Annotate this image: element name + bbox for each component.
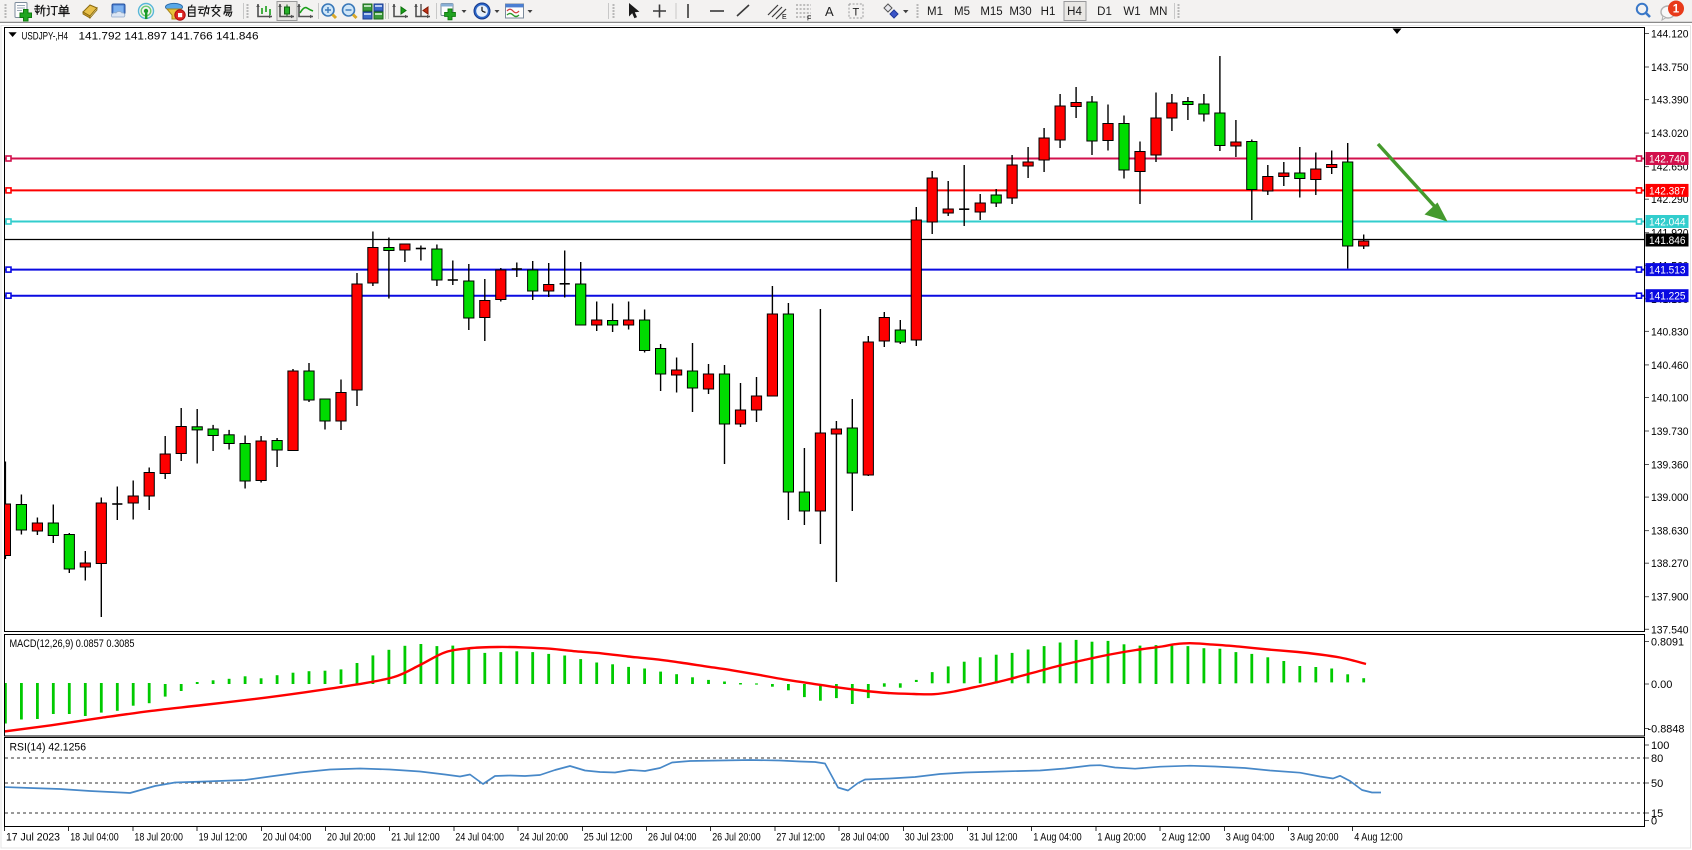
svg-text:25 Jul 12:00: 25 Jul 12:00 bbox=[584, 832, 633, 844]
svg-text:4 Aug 12:00: 4 Aug 12:00 bbox=[1354, 832, 1403, 844]
svg-text:W1: W1 bbox=[1123, 6, 1140, 18]
svg-text:144.120: 144.120 bbox=[1651, 29, 1689, 41]
svg-text:15: 15 bbox=[1651, 808, 1663, 820]
svg-text:0: 0 bbox=[1651, 816, 1657, 828]
svg-text:M30: M30 bbox=[1009, 6, 1031, 18]
svg-text:100: 100 bbox=[1651, 740, 1669, 752]
svg-text:MN: MN bbox=[1150, 6, 1168, 18]
svg-text:USDJPY-,H4: USDJPY-,H4 bbox=[22, 31, 69, 43]
svg-text:143.390: 143.390 bbox=[1651, 95, 1689, 107]
svg-text:0.00: 0.00 bbox=[1651, 679, 1672, 691]
svg-text:F: F bbox=[807, 16, 811, 23]
svg-text:H1: H1 bbox=[1041, 6, 1056, 18]
svg-text:143.750: 143.750 bbox=[1651, 62, 1689, 74]
svg-text:24 Jul 20:00: 24 Jul 20:00 bbox=[520, 832, 569, 844]
svg-text:21 Jul 12:00: 21 Jul 12:00 bbox=[391, 832, 440, 844]
svg-text:140.100: 140.100 bbox=[1651, 393, 1689, 405]
svg-text:141.513: 141.513 bbox=[1649, 265, 1686, 277]
svg-text:139.360: 139.360 bbox=[1651, 460, 1689, 472]
svg-text:141.792 141.897 141.766 141.84: 141.792 141.897 141.766 141.846 bbox=[79, 31, 259, 43]
svg-text:26 Jul 04:00: 26 Jul 04:00 bbox=[648, 832, 697, 844]
svg-text:28 Jul 04:00: 28 Jul 04:00 bbox=[841, 832, 890, 844]
svg-text:139.000: 139.000 bbox=[1651, 492, 1689, 504]
svg-text:1 Aug 04:00: 1 Aug 04:00 bbox=[1033, 832, 1082, 844]
svg-text:1: 1 bbox=[1673, 4, 1680, 16]
svg-text:20 Jul 20:00: 20 Jul 20:00 bbox=[327, 832, 376, 844]
svg-text:18 Jul 20:00: 18 Jul 20:00 bbox=[134, 832, 183, 844]
svg-text:M1: M1 bbox=[927, 6, 943, 18]
svg-text:20 Jul 04:00: 20 Jul 04:00 bbox=[263, 832, 312, 844]
svg-text:50: 50 bbox=[1651, 778, 1663, 790]
svg-text:142.044: 142.044 bbox=[1649, 217, 1686, 229]
svg-text:142.290: 142.290 bbox=[1651, 194, 1689, 206]
svg-text:27 Jul 12:00: 27 Jul 12:00 bbox=[776, 832, 825, 844]
svg-text:26 Jul 20:00: 26 Jul 20:00 bbox=[712, 832, 761, 844]
svg-text:RSI(14) 42.1256: RSI(14) 42.1256 bbox=[10, 742, 87, 754]
svg-text:141.225: 141.225 bbox=[1649, 291, 1686, 303]
svg-text:A: A bbox=[825, 4, 834, 19]
svg-text:141.846: 141.846 bbox=[1649, 235, 1686, 247]
svg-text:0.8091: 0.8091 bbox=[1651, 637, 1684, 649]
svg-text:MACD(12,26,9) 0.0857 0.3085: MACD(12,26,9) 0.0857 0.3085 bbox=[10, 638, 135, 650]
svg-text:D1: D1 bbox=[1097, 6, 1112, 18]
svg-text:140.830: 140.830 bbox=[1651, 326, 1689, 338]
svg-text:M15: M15 bbox=[980, 6, 1002, 18]
svg-text:137.900: 137.900 bbox=[1651, 592, 1689, 604]
svg-text:1 Aug 20:00: 1 Aug 20:00 bbox=[1097, 832, 1146, 844]
svg-text:3 Aug 04:00: 3 Aug 04:00 bbox=[1226, 832, 1275, 844]
svg-text:143.020: 143.020 bbox=[1651, 128, 1689, 140]
svg-text:M5: M5 bbox=[954, 6, 970, 18]
svg-text:139.730: 139.730 bbox=[1651, 426, 1689, 438]
svg-text:18 Jul 04:00: 18 Jul 04:00 bbox=[70, 832, 119, 844]
svg-text:E: E bbox=[782, 14, 787, 21]
svg-text:138.270: 138.270 bbox=[1651, 558, 1689, 570]
svg-text:24 Jul 04:00: 24 Jul 04:00 bbox=[455, 832, 504, 844]
svg-text:19 Jul 12:00: 19 Jul 12:00 bbox=[199, 832, 248, 844]
svg-text:3 Aug 20:00: 3 Aug 20:00 bbox=[1290, 832, 1339, 844]
svg-text:140.460: 140.460 bbox=[1651, 360, 1689, 372]
svg-text:T: T bbox=[853, 7, 860, 19]
svg-text:142.740: 142.740 bbox=[1649, 154, 1686, 166]
svg-text:31 Jul 12:00: 31 Jul 12:00 bbox=[969, 832, 1018, 844]
svg-text:17 Jul 2023: 17 Jul 2023 bbox=[6, 832, 60, 844]
svg-text:138.630: 138.630 bbox=[1651, 526, 1689, 538]
svg-text:142.387: 142.387 bbox=[1649, 185, 1686, 197]
svg-text:-0.8848: -0.8848 bbox=[1648, 724, 1685, 736]
svg-text:30 Jul 23:00: 30 Jul 23:00 bbox=[905, 832, 954, 844]
svg-text:H4: H4 bbox=[1067, 6, 1082, 18]
svg-text:80: 80 bbox=[1651, 753, 1663, 765]
svg-text:137.540: 137.540 bbox=[1651, 624, 1689, 636]
svg-text:2 Aug 12:00: 2 Aug 12:00 bbox=[1162, 832, 1211, 844]
